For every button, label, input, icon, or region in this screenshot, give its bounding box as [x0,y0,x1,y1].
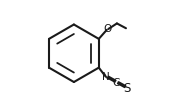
Text: N: N [102,72,110,82]
Text: S: S [123,82,131,95]
Text: O: O [103,24,112,34]
Text: C: C [113,78,120,88]
